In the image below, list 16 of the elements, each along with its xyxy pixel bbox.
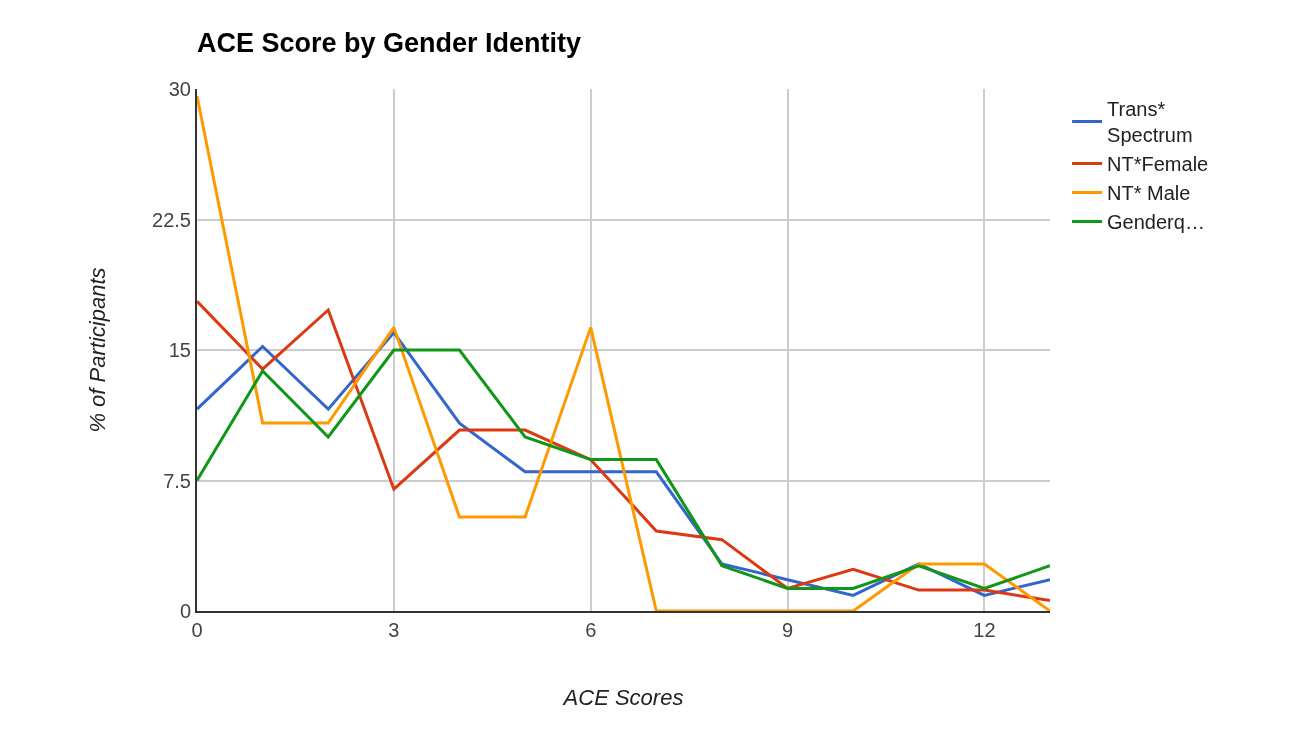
y-tick-label: 30 [168, 78, 191, 100]
legend-label: Trans* Spectrum [1107, 98, 1193, 147]
legend-label: Genderq… [1107, 211, 1205, 234]
y-tick-label: 7.5 [163, 469, 191, 492]
y-tick-label: 0 [179, 600, 191, 622]
y-tick-label: 22.5 [152, 208, 191, 231]
y-tick-label: 15 [168, 339, 191, 361]
x-tick-label: 12 [973, 619, 996, 641]
legend-label: NT* Male [1107, 182, 1191, 205]
x-tick-label: 9 [781, 619, 794, 641]
x-axis-title: ACE Scores [561, 685, 684, 711]
legend-label: NT*Female [1107, 153, 1209, 176]
x-tick-label: 3 [388, 619, 400, 641]
x-tick-label: 6 [585, 619, 597, 641]
chart-title: ACE Score by Gender Identity [197, 27, 582, 58]
y-axis-title: % of Participants [85, 267, 111, 433]
